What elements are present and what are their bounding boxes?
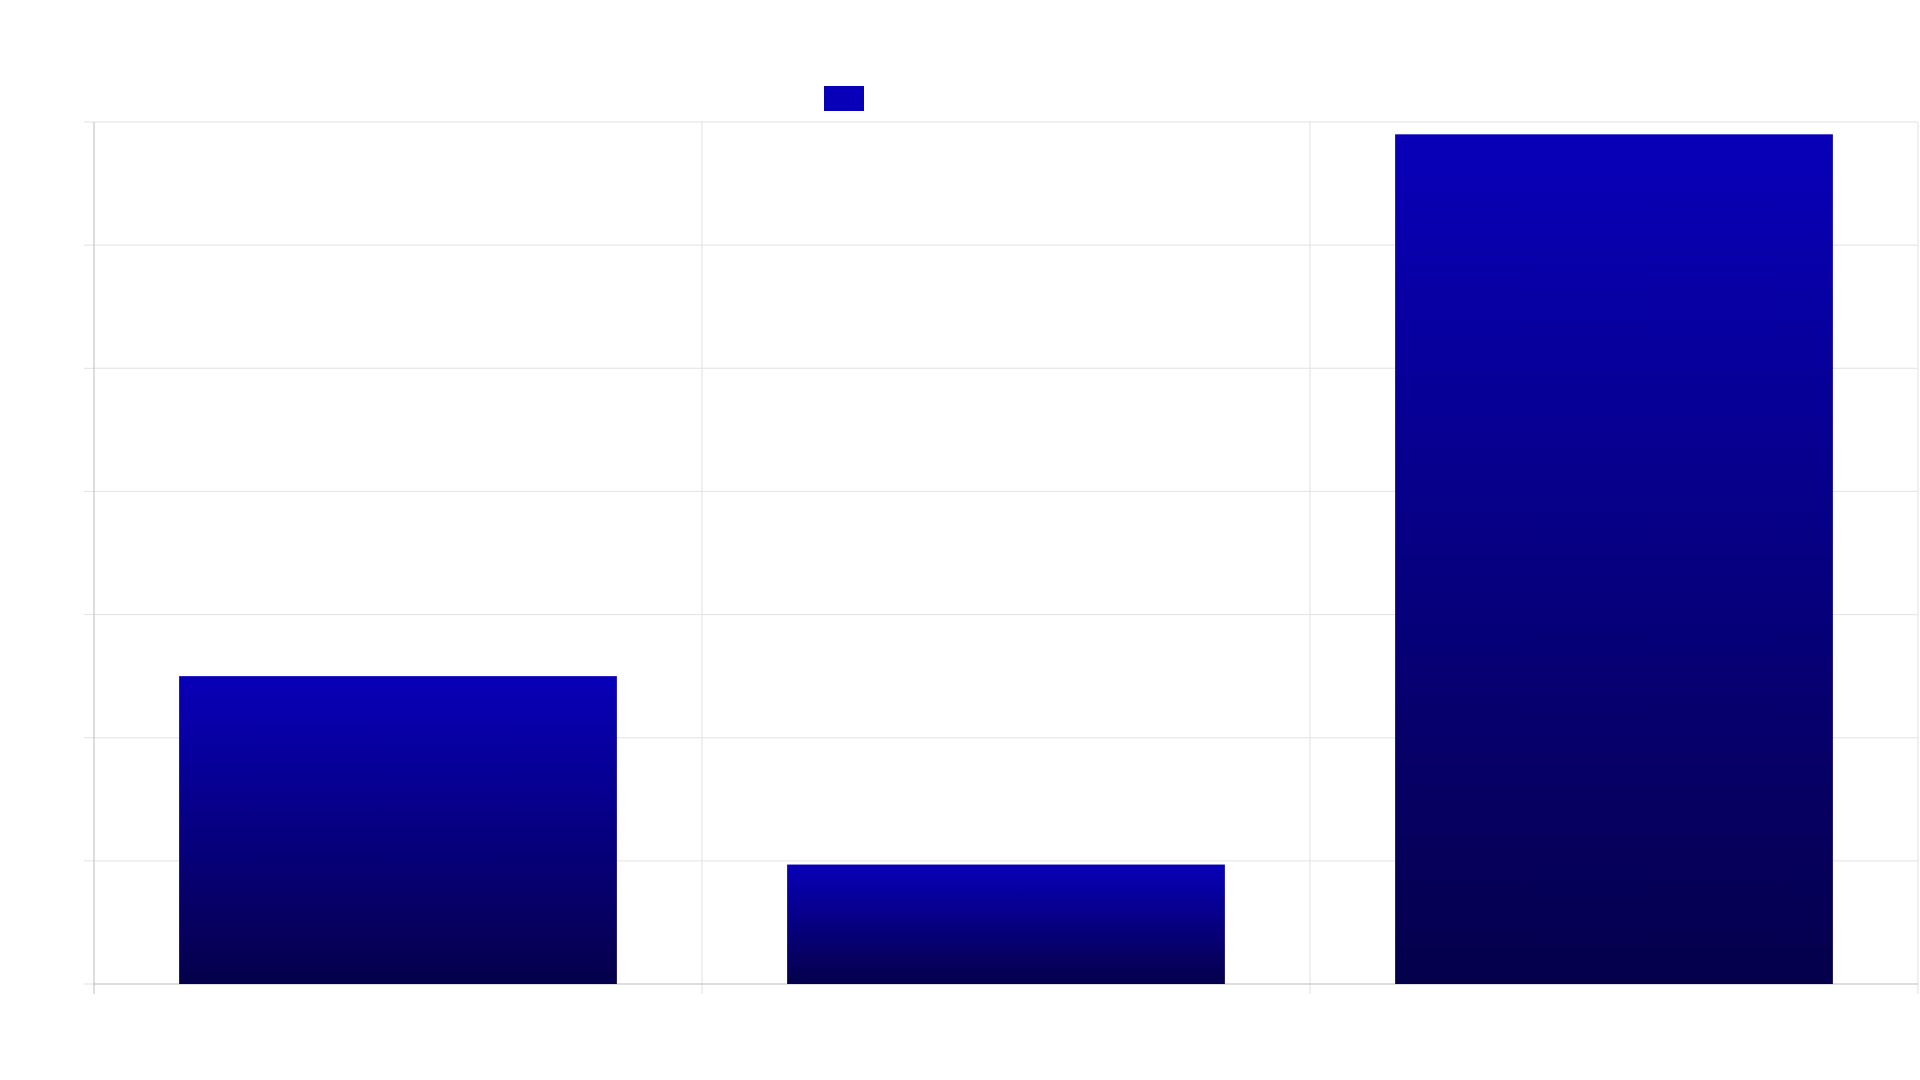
legend bbox=[824, 86, 872, 111]
legend-swatch bbox=[824, 86, 864, 111]
bar-2 bbox=[787, 864, 1225, 984]
bar-3 bbox=[1395, 134, 1833, 985]
bars bbox=[179, 134, 1833, 985]
bar-1 bbox=[179, 676, 617, 984]
